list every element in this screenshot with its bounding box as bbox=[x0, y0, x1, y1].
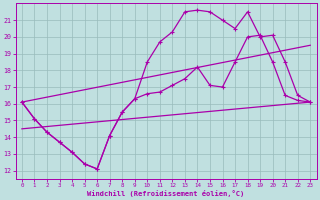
X-axis label: Windchill (Refroidissement éolien,°C): Windchill (Refroidissement éolien,°C) bbox=[87, 190, 245, 197]
